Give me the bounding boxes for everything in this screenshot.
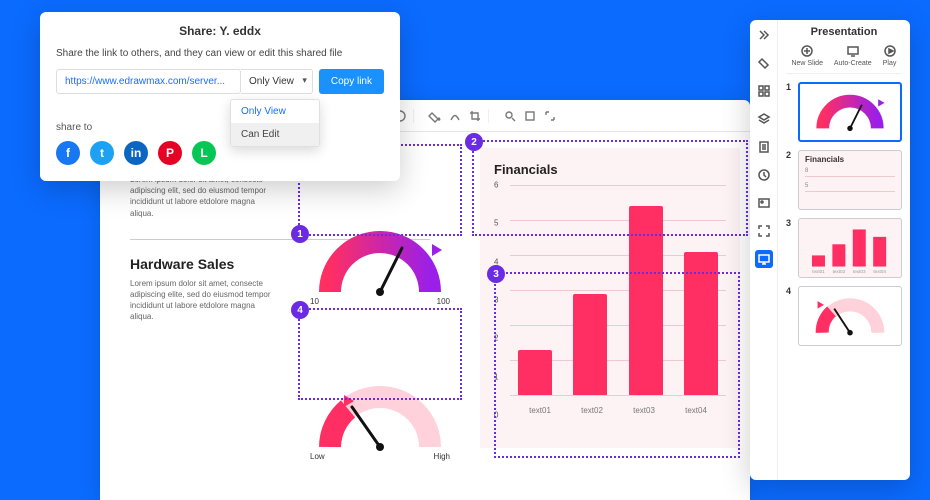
page-icon[interactable] bbox=[755, 138, 773, 156]
selection-badge: 4 bbox=[291, 301, 309, 319]
svg-text:text04: text04 bbox=[873, 269, 886, 274]
gauge-high: High bbox=[434, 452, 450, 461]
selection-3[interactable]: 3 bbox=[494, 272, 740, 458]
share-title: Share: Y. eddx bbox=[56, 24, 384, 38]
presentation-mode-icon[interactable] bbox=[755, 250, 773, 268]
gauge-low: 10 bbox=[310, 297, 319, 306]
svg-text:text03: text03 bbox=[853, 269, 866, 274]
selection-badge: 3 bbox=[487, 265, 505, 283]
slide-number: 4 bbox=[786, 286, 794, 296]
search-icon[interactable] bbox=[503, 109, 517, 123]
slide-thumb-1[interactable] bbox=[798, 82, 902, 142]
crop-icon[interactable] bbox=[468, 109, 482, 123]
grid-icon[interactable] bbox=[755, 82, 773, 100]
hardware-desc: Lorem ipsum dolor sit amet, consecte adi… bbox=[130, 278, 280, 323]
gauge-high: 100 bbox=[437, 297, 450, 306]
social-linkedin[interactable]: in bbox=[124, 141, 148, 165]
auto-create-button[interactable]: Auto-Create bbox=[834, 44, 872, 67]
social-twitter[interactable]: t bbox=[90, 141, 114, 165]
plus-icon bbox=[800, 44, 814, 58]
selection-4[interactable]: 4 bbox=[298, 308, 462, 400]
slide-thumb-2[interactable]: Financials 8 5 bbox=[798, 150, 902, 210]
play-icon bbox=[883, 44, 897, 58]
selection-badge: 2 bbox=[465, 133, 483, 151]
slide-thumb-4[interactable] bbox=[798, 286, 902, 346]
collapse-icon[interactable] bbox=[755, 26, 773, 44]
canvas-body[interactable]: Software Sales Lorem ipsum dolor sit ame… bbox=[100, 132, 750, 500]
gauge-low: Low bbox=[310, 452, 325, 461]
share-dialog: Share: Y. eddx Share the link to others,… bbox=[40, 12, 400, 181]
focus-icon[interactable] bbox=[755, 222, 773, 240]
svg-text:text02: text02 bbox=[833, 269, 846, 274]
slide-number: 3 bbox=[786, 218, 794, 228]
clipart-icon[interactable] bbox=[755, 194, 773, 212]
expand-icon[interactable] bbox=[543, 109, 557, 123]
play-button[interactable]: Play bbox=[883, 44, 897, 67]
new-slide-button[interactable]: New Slide bbox=[791, 44, 823, 67]
stroke-icon[interactable] bbox=[448, 109, 462, 123]
bucket-icon[interactable] bbox=[428, 109, 442, 123]
layers-icon[interactable] bbox=[523, 109, 537, 123]
slide-thumb-3[interactable]: text01 text02 text03 text04 bbox=[798, 218, 902, 278]
presentation-panel: Presentation New Slide Auto-Create Play … bbox=[750, 20, 910, 480]
dropdown-only-view[interactable]: Only View bbox=[231, 100, 319, 123]
svg-text:text01: text01 bbox=[812, 269, 825, 274]
presentation-tool-rail bbox=[750, 20, 778, 480]
social-pinterest[interactable]: P bbox=[158, 141, 182, 165]
bucket-icon[interactable] bbox=[755, 54, 773, 72]
screen-icon bbox=[846, 44, 860, 58]
permission-dropdown: Only View Can Edit bbox=[230, 99, 320, 147]
social-line[interactable]: L bbox=[192, 141, 216, 165]
selection-badge: 1 bbox=[291, 225, 309, 243]
social-facebook[interactable]: f bbox=[56, 141, 80, 165]
dropdown-can-edit[interactable]: Can Edit bbox=[231, 123, 319, 146]
presentation-title: Presentation bbox=[786, 26, 902, 38]
share-url-input[interactable]: https://www.edrawmax.com/server... bbox=[56, 69, 241, 94]
share-to-label: share to bbox=[56, 122, 384, 133]
slide-number: 2 bbox=[786, 150, 794, 160]
permission-select[interactable]: Only View bbox=[241, 69, 313, 94]
selection-2[interactable]: 2 bbox=[472, 140, 748, 236]
layers-icon[interactable] bbox=[755, 110, 773, 128]
history-icon[interactable] bbox=[755, 166, 773, 184]
copy-link-button[interactable]: Copy link bbox=[319, 69, 384, 94]
share-desc: Share the link to others, and they can v… bbox=[56, 48, 384, 59]
slide-number: 1 bbox=[786, 82, 794, 92]
